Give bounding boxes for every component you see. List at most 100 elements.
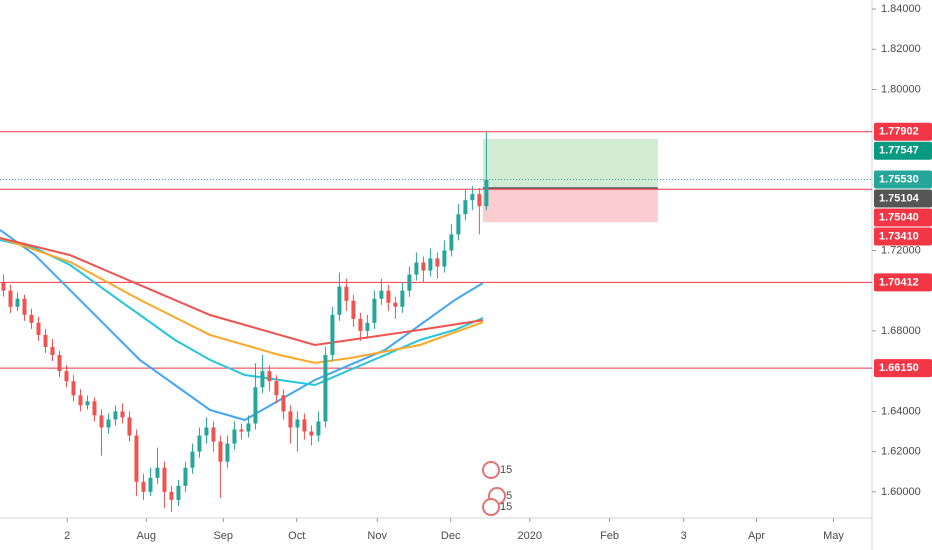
price-badge — [874, 273, 932, 292]
candle-body — [414, 262, 419, 275]
price-badge — [874, 170, 932, 189]
candle-body — [169, 491, 174, 500]
candle-body — [470, 194, 475, 201]
x-tick-label: Apr — [748, 530, 765, 542]
price-badge — [874, 141, 932, 160]
x-tick-label: Dec — [441, 530, 461, 542]
candle-body — [85, 401, 90, 406]
x-tick-label: Oct — [288, 530, 305, 542]
candle-body — [190, 451, 195, 468]
candle-body — [351, 300, 356, 319]
price-badge-label: 1.77547 — [879, 145, 919, 157]
candle-body — [302, 419, 307, 432]
y-tick-label: 1.68000 — [881, 325, 921, 337]
candle-body — [337, 286, 342, 315]
candle-body — [253, 387, 258, 424]
candle-body — [71, 381, 76, 396]
candle-body — [211, 427, 216, 442]
event-marker — [482, 498, 500, 516]
candle-body — [484, 179, 489, 207]
candle-body — [288, 411, 293, 428]
candle-body — [218, 441, 223, 462]
stop-zone — [482, 188, 658, 223]
candle-body — [260, 371, 265, 388]
candle-body — [92, 401, 97, 416]
candle-body — [428, 258, 433, 271]
candle-body — [407, 274, 412, 291]
candle-body — [344, 286, 349, 301]
candle-body — [295, 419, 300, 428]
moving-average — [0, 237, 484, 364]
candle-body — [8, 290, 13, 307]
candle-body — [463, 200, 468, 215]
x-tick-label: Aug — [136, 530, 156, 542]
candle-body — [1, 282, 6, 291]
candle-body — [267, 371, 272, 382]
candle-body — [400, 290, 405, 307]
y-tick-label: 1.80000 — [881, 83, 921, 95]
candle-body — [225, 443, 230, 462]
target-zone — [482, 138, 658, 189]
moving-average — [0, 239, 484, 387]
moving-average — [0, 237, 484, 347]
candle-body — [477, 194, 482, 207]
candle-body — [281, 395, 286, 412]
candle-body — [50, 347, 55, 356]
candle-body — [323, 355, 328, 422]
candle-body — [442, 250, 447, 267]
candle-body — [449, 234, 454, 251]
x-tick-label: Sep — [213, 530, 233, 542]
candle-body — [148, 477, 153, 492]
price-badge — [874, 208, 932, 227]
price-badge-label: 1.66150 — [879, 362, 919, 374]
candle-body — [393, 302, 398, 307]
candle-body — [421, 262, 426, 271]
candle-body — [239, 429, 244, 432]
candle-body — [134, 435, 139, 482]
price-badge — [874, 359, 932, 378]
price-badge-label: 1.75040 — [879, 211, 919, 223]
x-tick-label: 2020 — [518, 530, 542, 542]
y-tick-label: 1.60000 — [881, 486, 921, 498]
candle-body — [78, 395, 83, 406]
candle-body — [365, 322, 370, 331]
y-tick-label: 1.72000 — [881, 244, 921, 256]
candle-body — [358, 318, 363, 331]
candle-body — [204, 427, 209, 436]
x-tick-label: Feb — [600, 530, 619, 542]
x-tick-label: 3 — [681, 530, 687, 542]
y-tick-label: 1.62000 — [881, 446, 921, 458]
candle-body — [316, 421, 321, 436]
candle-body — [232, 429, 237, 444]
candle-body — [141, 481, 146, 492]
candle-body — [57, 355, 62, 372]
price-badge-label: 1.75104 — [879, 192, 920, 204]
price-badge — [874, 227, 932, 246]
candle-body — [29, 314, 34, 323]
candle-body — [197, 435, 202, 452]
x-tick-label: May — [823, 530, 844, 542]
price-badge-label: 1.75530 — [879, 173, 919, 185]
price-badge-label: 1.73410 — [879, 230, 919, 242]
candle-body — [64, 371, 69, 382]
candle-body — [372, 298, 377, 323]
candle-body — [15, 298, 20, 307]
candle-body — [106, 419, 111, 428]
candle-body — [274, 381, 279, 396]
candle-body — [99, 415, 104, 428]
event-label: 5 — [506, 490, 512, 502]
candle-body — [22, 298, 27, 315]
candle-body — [43, 334, 48, 348]
y-tick-label: 1.82000 — [881, 43, 921, 55]
price-badge-label: 1.70412 — [879, 276, 919, 288]
candle-body — [309, 431, 314, 436]
price-badge — [874, 189, 932, 208]
candle-body — [246, 423, 251, 432]
event-label: 15 — [500, 501, 512, 513]
price-badge-label: 1.77902 — [879, 126, 919, 138]
candle-body — [330, 314, 335, 356]
event-label: 15 — [500, 464, 512, 476]
event-marker — [482, 461, 500, 479]
x-tick-label: Nov — [367, 530, 387, 542]
